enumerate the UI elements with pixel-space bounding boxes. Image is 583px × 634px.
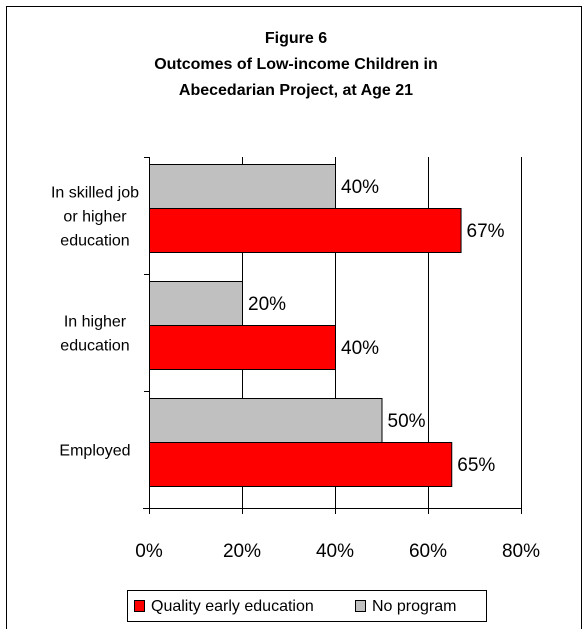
chart-title-line-1: Figure 6 [265,30,327,47]
legend: Quality early education No program [127,590,487,622]
legend-box [127,590,487,622]
chart-title: Figure 6 Outcomes of Low-income Children… [154,30,438,99]
data-label-quality-1: 40% [341,338,379,359]
bar-no-program-2 [149,398,383,443]
data-labels: 40% 67% 20% 40% 50% 65% [248,177,505,476]
legend-label-1: No program [372,598,456,615]
data-label-quality-0: 67% [467,221,505,242]
legend-swatch-1 [355,600,366,612]
x-tick-label-20: 20% [223,541,261,562]
data-label-quality-2: 65% [457,455,495,476]
category-labels: In skilled job or higher education In highe… [51,185,139,460]
bar-no-program-0 [149,164,336,209]
chart-title-line-3: Abecedarian Project, at Age 21 [179,82,413,99]
category-label-0-0: In skilled job [51,185,139,202]
bar-no-program-1 [149,281,243,326]
x-tick-label-80: 80% [502,541,540,562]
category-label-1-0: In higher [64,314,127,331]
category-label-0-1: or higher [63,209,127,226]
bar-quality-2 [149,442,453,487]
legend-label-0: Quality early education [151,598,314,615]
data-label-no-program-0: 40% [341,177,379,198]
bar-quality-0 [149,208,462,253]
legend-swatch-0 [134,600,145,612]
category-label-0-2: education [60,233,129,250]
x-tick-label-0: 0% [135,541,163,562]
bars [149,164,462,487]
chart-title-line-2: Outcomes of Low-income Children in [154,56,438,73]
data-label-no-program-2: 50% [388,411,426,432]
category-label-1-1: education [60,338,129,355]
bar-quality-1 [149,325,336,370]
chart-border [6,6,582,634]
x-tick-labels: 0% 20% 40% 60% 80% [135,541,540,562]
x-tick-label-60: 60% [409,541,447,562]
data-label-no-program-1: 20% [248,294,286,315]
x-tick-label-40: 40% [316,541,354,562]
category-label-2-0: Employed [59,443,130,460]
